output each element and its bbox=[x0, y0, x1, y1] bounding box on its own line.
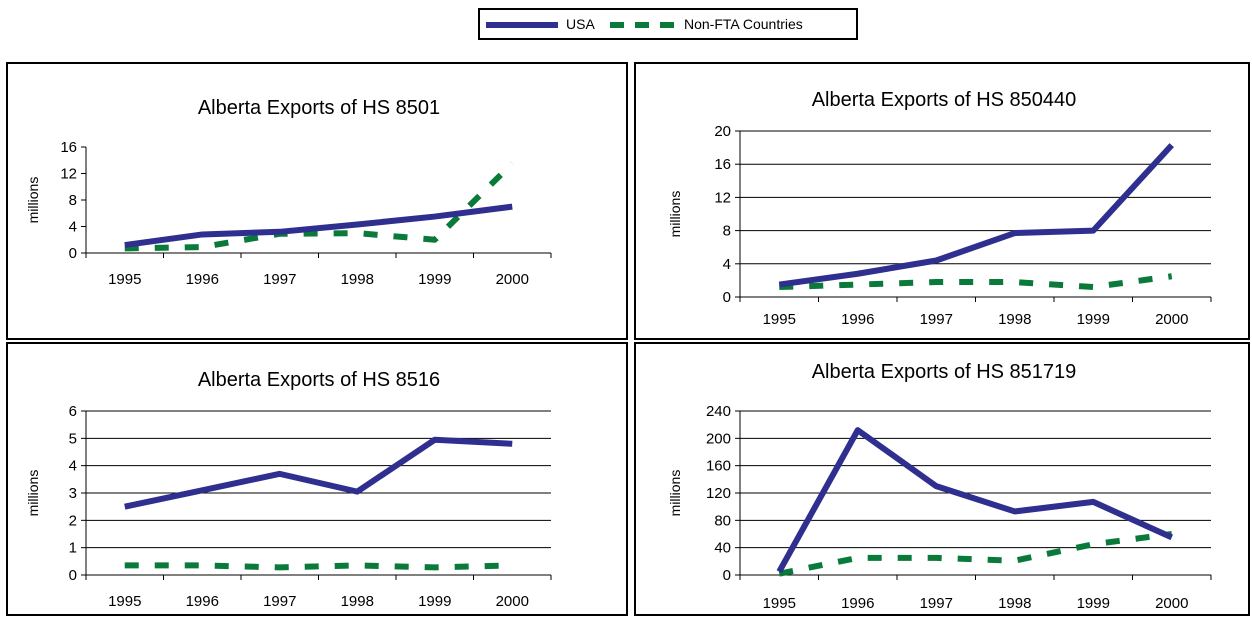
x-tick-label: 1998 bbox=[341, 593, 374, 610]
legend-usa-label: USA bbox=[566, 16, 595, 32]
chart-title: Alberta Exports of HS 851719 bbox=[812, 361, 1077, 383]
series-line-non-fta bbox=[124, 562, 513, 571]
y-tick-label: 0 bbox=[69, 567, 77, 584]
x-tick-label: 2000 bbox=[496, 271, 529, 288]
y-tick-label: 80 bbox=[714, 512, 731, 529]
x-tick-label: 1997 bbox=[263, 271, 296, 288]
y-tick-label: 12 bbox=[714, 189, 731, 206]
y-tick-label: 200 bbox=[706, 430, 731, 447]
x-tick-label: 1996 bbox=[186, 271, 219, 288]
series-line-usa bbox=[778, 143, 1174, 288]
x-tick-label: 1998 bbox=[341, 271, 374, 288]
x-tick-label: 1996 bbox=[841, 595, 874, 612]
x-tick-label: 1997 bbox=[263, 593, 296, 610]
y-tick-label: 2 bbox=[69, 512, 77, 529]
chart-panel-hs851719: Alberta Exports of HS 851719 millions 0 40 8… bbox=[634, 342, 1250, 616]
chart-title: Alberta Exports of HS 8516 bbox=[198, 369, 440, 391]
x-tick-label: 2000 bbox=[496, 593, 529, 610]
x-tick-label: 1998 bbox=[998, 595, 1031, 612]
y-axis-label: millions bbox=[667, 191, 683, 238]
y-tick-label: 0 bbox=[723, 567, 731, 584]
series-line-non-fta bbox=[779, 273, 1173, 291]
y-tick-label: 40 bbox=[714, 540, 731, 557]
y-tick-label: 4 bbox=[723, 256, 731, 273]
x-tick-label: 2000 bbox=[1155, 595, 1188, 612]
y-tick-label: 4 bbox=[69, 219, 77, 236]
series-line-usa bbox=[124, 203, 513, 249]
chart-title: Alberta Exports of HS 8501 bbox=[198, 97, 440, 119]
x-tick-label: 1997 bbox=[920, 311, 953, 328]
y-tick-label: 1 bbox=[69, 540, 77, 557]
chart-svg: Alberta Exports of HS 851719 millions 0 40 8… bbox=[667, 361, 1212, 612]
y-tick-label: 0 bbox=[723, 289, 731, 306]
y-tick-label: 0 bbox=[69, 245, 77, 262]
y-tick-label: 4 bbox=[69, 458, 77, 475]
x-tick-label: 1999 bbox=[1077, 311, 1110, 328]
y-tick-label: 5 bbox=[69, 430, 77, 447]
chart-svg: Alberta Exports of HS 8501 millions 0 4 8 12 1… bbox=[25, 97, 552, 288]
x-tick-label: 1999 bbox=[418, 593, 451, 610]
x-tick-label: 1995 bbox=[108, 271, 141, 288]
chart-panel-hs850440: Alberta Exports of HS 850440 millions 0 4 8 1… bbox=[634, 62, 1250, 340]
y-tick-label: 120 bbox=[706, 485, 731, 502]
chart-svg: Alberta Exports of HS 8516 millions 0 1 2 3 4 5… bbox=[25, 369, 552, 610]
x-tick-label: 1997 bbox=[920, 595, 953, 612]
chart-panel-hs8516: Alberta Exports of HS 8516 millions 0 1 2 3 4 5… bbox=[6, 342, 628, 616]
series-line-usa bbox=[124, 436, 513, 510]
x-tick-label: 1995 bbox=[763, 595, 796, 612]
legend-non-fta-label: Non-FTA Countries bbox=[684, 16, 803, 32]
y-tick-label: 8 bbox=[723, 223, 731, 240]
x-tick-label: 1996 bbox=[841, 311, 874, 328]
x-tick-label: 1995 bbox=[108, 593, 141, 610]
x-tick-label: 1995 bbox=[763, 311, 796, 328]
legend: USA Non-FTA Countries bbox=[478, 8, 858, 40]
chart-title: Alberta Exports of HS 850440 bbox=[812, 89, 1077, 111]
y-tick-label: 12 bbox=[60, 166, 77, 183]
y-axis-label: millions bbox=[25, 470, 41, 517]
series-line-non-fta bbox=[124, 161, 515, 252]
y-tick-label: 8 bbox=[69, 192, 77, 209]
y-tick-label: 16 bbox=[714, 156, 731, 173]
chart-panel-hs8501: Alberta Exports of HS 8501 millions 0 4 8 12 1… bbox=[6, 62, 628, 340]
y-axis-label: millions bbox=[25, 177, 41, 224]
y-tick-label: 16 bbox=[60, 139, 77, 156]
y-tick-label: 160 bbox=[706, 458, 731, 475]
y-tick-label: 6 bbox=[69, 403, 77, 420]
x-tick-label: 2000 bbox=[1155, 311, 1188, 328]
y-axis-label: millions bbox=[667, 470, 683, 517]
series-line-usa bbox=[776, 427, 1173, 574]
series-line-non-fta bbox=[778, 531, 1173, 577]
y-tick-label: 240 bbox=[706, 403, 731, 420]
legend-swatches bbox=[486, 22, 676, 28]
y-tick-label: 20 bbox=[714, 123, 731, 140]
chart-svg: Alberta Exports of HS 850440 millions 0 4 8 1… bbox=[667, 89, 1212, 328]
x-tick-label: 1999 bbox=[418, 271, 451, 288]
y-tick-label: 3 bbox=[69, 485, 77, 502]
x-tick-label: 1996 bbox=[186, 593, 219, 610]
x-tick-label: 1998 bbox=[998, 311, 1031, 328]
x-tick-label: 1999 bbox=[1077, 595, 1110, 612]
